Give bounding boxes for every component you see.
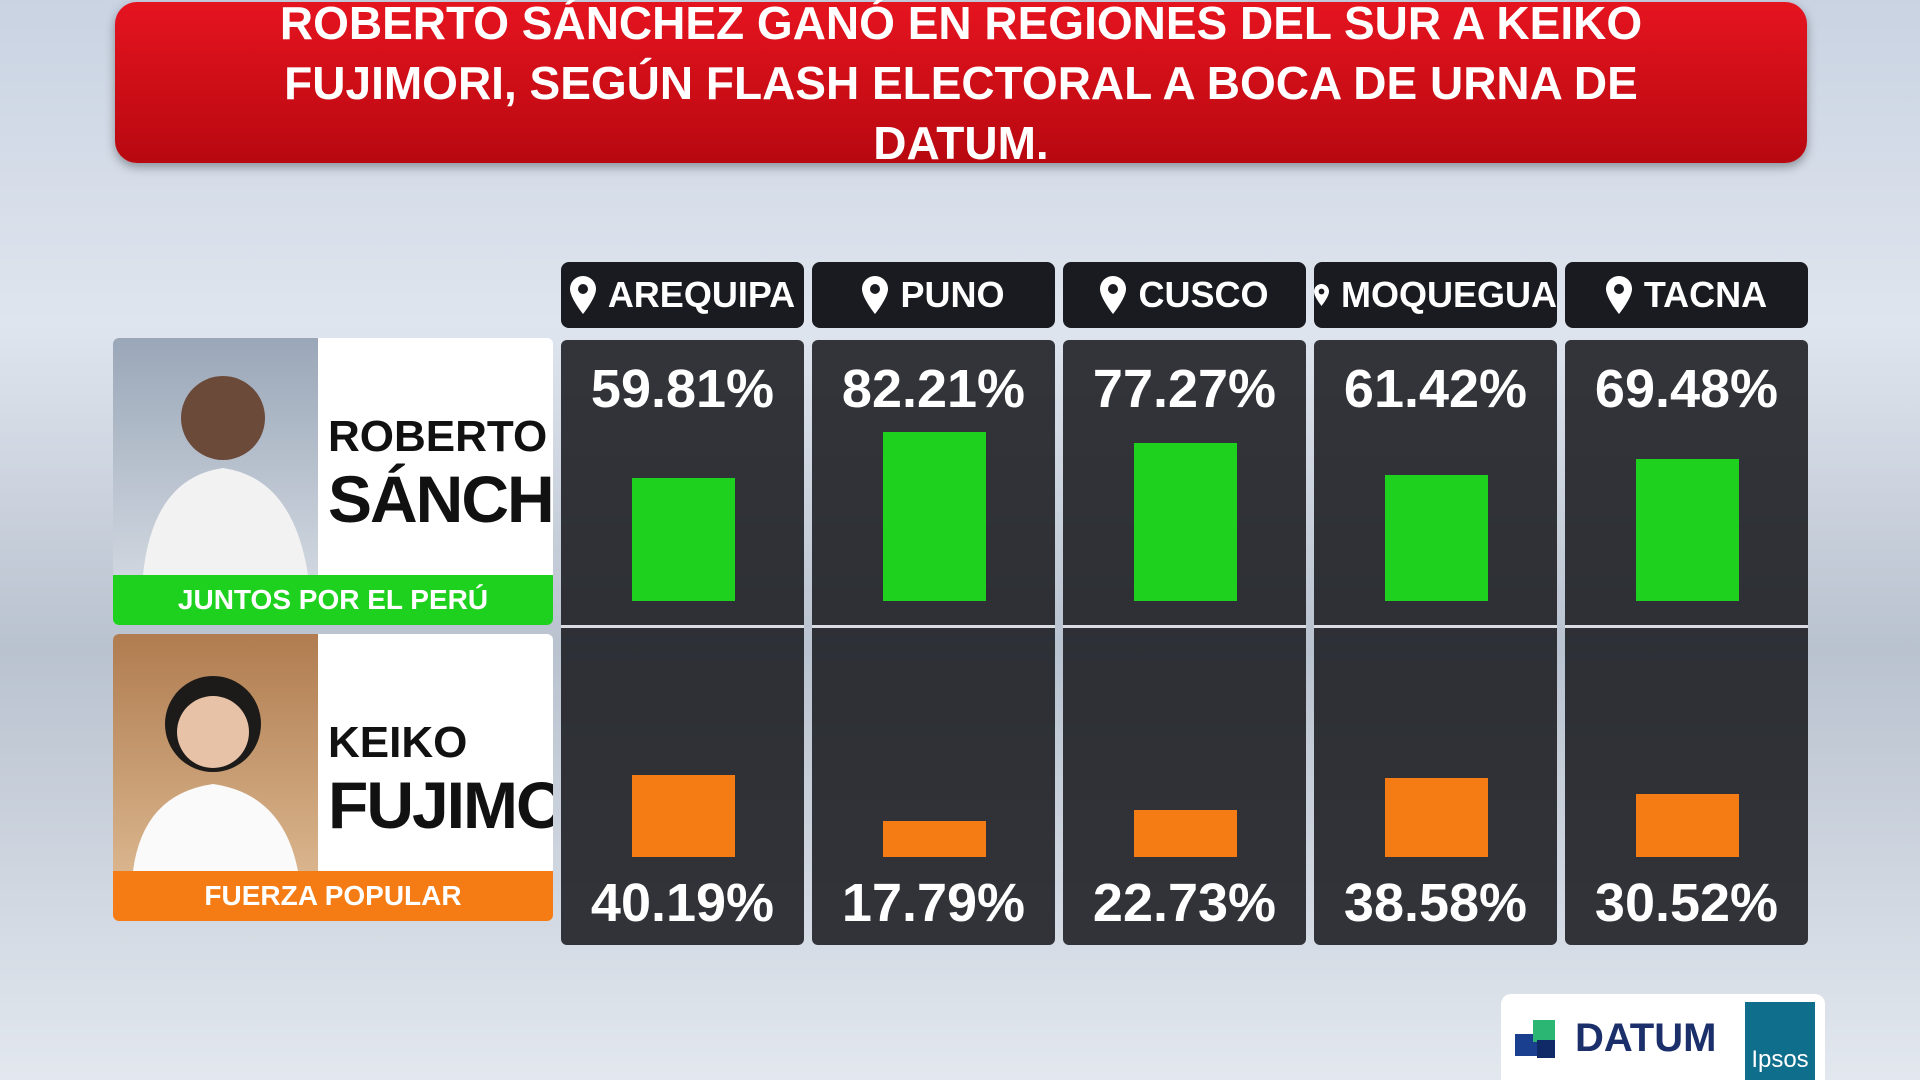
- value-label: 17.79%: [841, 873, 1026, 933]
- category-label: TACNA: [1643, 274, 1768, 315]
- column-header: AREQUIPA: [561, 262, 804, 328]
- candidate-card: KEIKO FUJIMORI FUERZA POPULAR: [113, 634, 553, 921]
- first-name: ROBERTO: [328, 412, 548, 461]
- candidate-name: KEIKO FUJIMORI: [328, 714, 553, 838]
- divider: [812, 625, 1055, 628]
- category-label: MOQUEGUA: [1341, 274, 1557, 315]
- bar: [631, 774, 735, 857]
- photo: [113, 338, 318, 575]
- value-label: 40.19%: [590, 873, 775, 933]
- column-header: CUSCO: [1063, 262, 1306, 328]
- last-name: SÁNCHEZ: [328, 462, 553, 536]
- category-label: CUSCO: [1138, 274, 1269, 315]
- divider: [561, 625, 804, 628]
- chart-title: ROBERTO SÁNCHEZ GANÓ EN REGIONES DEL SUR…: [115, 0, 1807, 169]
- pin-icon: [1100, 276, 1127, 314]
- last-name: FUJIMORI: [328, 768, 553, 842]
- column-header: PUNO: [812, 262, 1055, 328]
- candidate-card: ROBERTO SÁNCHEZ JUNTOS POR EL PERÚ: [113, 338, 553, 625]
- photo-silhouette: [133, 676, 298, 871]
- bar: [1384, 475, 1488, 601]
- divider: [1314, 625, 1557, 628]
- column-header: TACNA: [1565, 262, 1808, 328]
- bar: [631, 478, 735, 601]
- bar: [1133, 442, 1237, 601]
- pin-icon: [1605, 276, 1632, 314]
- bar: [1384, 777, 1488, 857]
- candidate-name: ROBERTO SÁNCHEZ: [328, 408, 553, 532]
- pin-icon: [569, 276, 596, 314]
- value-label: 61.42%: [1343, 359, 1528, 419]
- photo: [113, 634, 318, 871]
- value-label: 77.27%: [1092, 359, 1277, 419]
- bar: [1635, 794, 1739, 857]
- datum-icon: [1515, 1020, 1555, 1058]
- logo-text: DATUM: [1575, 1016, 1717, 1060]
- pin-icon: [1314, 284, 1329, 306]
- photo-silhouette: [143, 376, 308, 575]
- bar: [1635, 458, 1739, 601]
- category-label: PUNO: [900, 274, 1005, 315]
- party: JUNTOS POR EL PERÚ: [113, 575, 553, 625]
- logo-box: DATUM Ipsos: [1501, 994, 1825, 1080]
- divider: [1565, 625, 1808, 628]
- value-label: 59.81%: [590, 359, 775, 419]
- bar: [882, 820, 986, 857]
- category-label: AREQUIPA: [607, 274, 796, 315]
- value-label: 82.21%: [841, 359, 1026, 419]
- column-header: MOQUEGUA: [1314, 262, 1557, 328]
- divider: [1063, 625, 1306, 628]
- value-label: 30.52%: [1594, 873, 1779, 933]
- pin-icon: [862, 276, 889, 314]
- logo-text: Ipsos: [1745, 1002, 1815, 1080]
- value-label: 38.58%: [1343, 873, 1528, 933]
- first-name: KEIKO: [328, 718, 468, 767]
- value-label: 69.48%: [1594, 359, 1779, 419]
- bar: [882, 432, 986, 601]
- bar: [1133, 810, 1237, 857]
- party: FUERZA POPULAR: [113, 871, 553, 921]
- value-label: 22.73%: [1092, 873, 1277, 933]
